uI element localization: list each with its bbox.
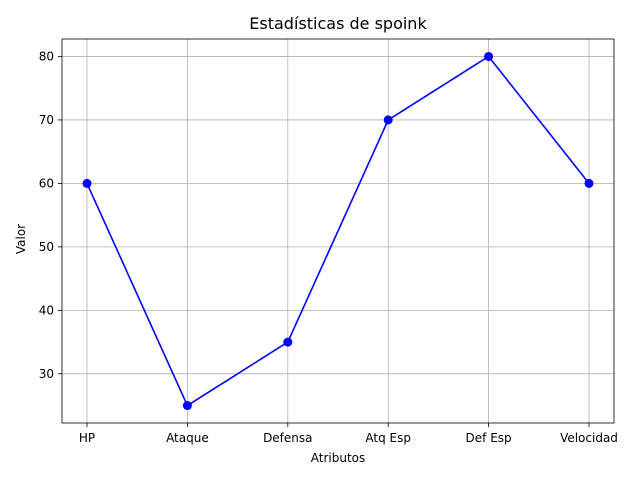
- y-tick-label: 40: [39, 303, 54, 317]
- x-axis-label: Atributos: [311, 451, 366, 465]
- x-tick-label: Defensa: [263, 431, 312, 445]
- data-point: [183, 401, 192, 410]
- y-axis-label: Valor: [14, 224, 28, 254]
- data-point: [484, 52, 493, 61]
- x-tick-label: Def Esp: [466, 431, 512, 445]
- x-tick-label: Atq Esp: [365, 431, 411, 445]
- y-tick-label: 50: [39, 240, 54, 254]
- y-tick-label: 60: [39, 176, 54, 190]
- data-point: [585, 179, 594, 188]
- x-tick-label: HP: [79, 431, 95, 445]
- data-point: [384, 115, 393, 124]
- y-tick-label: 70: [39, 113, 54, 127]
- x-tick-label: Ataque: [166, 431, 209, 445]
- data-point: [83, 179, 92, 188]
- y-tick-label: 80: [39, 49, 54, 63]
- x-tick-label: Velocidad: [560, 431, 618, 445]
- chart-title: Estadísticas de spoink: [249, 14, 427, 33]
- data-point: [283, 338, 292, 347]
- y-tick-label: 30: [39, 367, 54, 381]
